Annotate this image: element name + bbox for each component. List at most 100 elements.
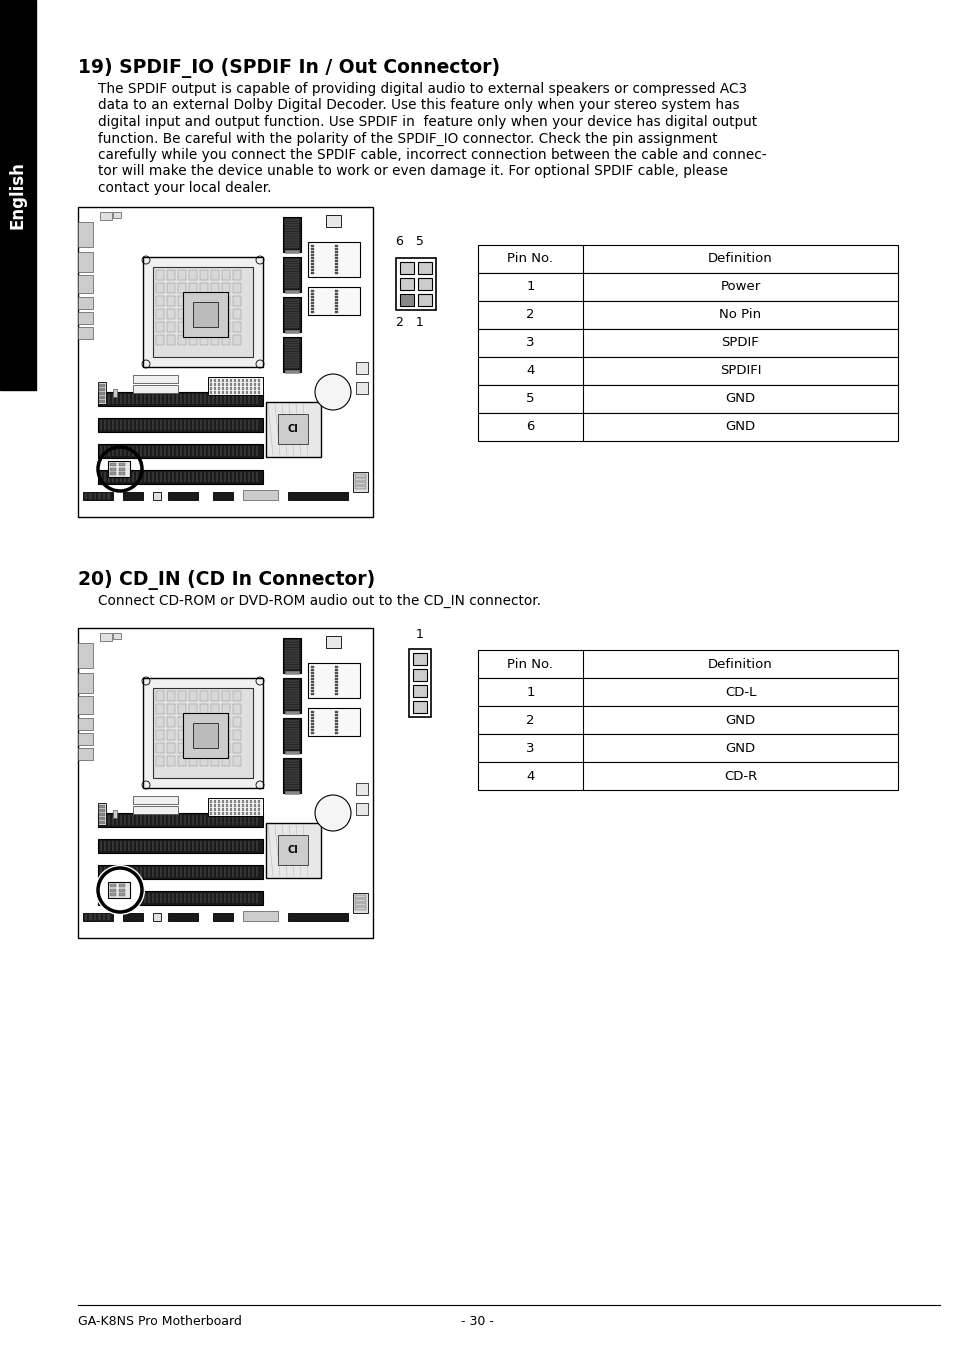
Bar [477,329,897,357]
Bar [240,841,242,850]
Text: Power: Power [720,280,760,293]
Bar [132,815,133,825]
Bar [98,891,263,904]
Bar [200,841,202,850]
Bar [311,694,314,695]
Bar [156,691,164,700]
Bar [253,391,256,393]
Bar [230,379,233,381]
Bar [240,867,242,877]
Bar [188,841,190,850]
Bar [136,894,138,903]
Bar [192,894,193,903]
Bar [243,489,277,500]
Bar [248,815,250,825]
Bar [228,420,230,430]
Bar [283,297,301,333]
Bar [255,420,257,430]
Bar [255,393,257,404]
Bar [90,914,91,919]
Bar [285,250,298,253]
Bar [188,815,190,825]
Bar [164,420,166,430]
Bar [242,387,244,389]
Bar [218,383,220,385]
Bar [200,310,208,319]
Bar [311,729,314,731]
Bar [311,264,314,265]
Bar [257,804,260,807]
Circle shape [314,375,351,410]
Bar [85,914,88,919]
Bar [285,266,298,268]
Bar [283,257,301,292]
Bar [237,383,240,385]
Bar [120,841,122,850]
Bar [285,310,298,311]
Bar [144,815,146,825]
Bar [132,796,178,804]
Bar [104,446,106,456]
Bar [172,472,173,483]
Bar [283,758,301,794]
Bar [285,654,298,657]
Bar [98,865,263,879]
Bar [116,841,118,850]
Bar [83,492,112,500]
Bar [477,273,897,301]
Bar [235,420,237,430]
Bar [285,354,298,356]
Bar [477,763,897,790]
Bar [215,393,218,404]
Bar [211,270,219,280]
Bar [285,662,298,664]
Bar [285,242,298,243]
Bar [116,393,118,404]
Bar [235,472,237,483]
Bar [335,299,337,301]
Bar [188,446,190,456]
Bar [156,393,158,404]
Bar [285,772,298,773]
Bar [220,841,222,850]
Bar [285,342,298,343]
Bar [285,707,298,708]
Bar [119,468,125,470]
Bar [132,841,133,850]
Bar [230,808,233,810]
Bar [220,446,222,456]
Bar [212,867,213,877]
Bar [335,721,337,722]
Bar [132,867,133,877]
Circle shape [97,867,143,913]
Bar [253,379,256,381]
Bar [175,815,178,825]
Bar [168,472,170,483]
Bar [156,815,158,825]
Bar [335,672,337,675]
Bar [233,310,241,319]
Bar [244,472,246,483]
Bar [180,393,182,404]
Bar [211,730,219,740]
Bar [355,903,366,906]
Bar [285,311,298,314]
Bar [285,261,298,264]
Bar [128,472,130,483]
Bar [211,717,219,727]
Bar [192,446,193,456]
Text: digital input and output function. Use SPDIF in  feature only when your device h: digital input and output function. Use S… [98,115,757,128]
Bar [210,391,213,393]
Bar [228,867,230,877]
Bar [215,446,218,456]
Bar [108,446,110,456]
Text: SPDIF: SPDIF [720,337,759,350]
Bar [250,813,253,814]
Bar [160,393,162,404]
Bar [189,283,196,293]
Bar [152,492,161,500]
Bar [285,748,298,749]
Bar [242,383,244,385]
Bar [222,270,230,280]
Bar [152,815,153,825]
